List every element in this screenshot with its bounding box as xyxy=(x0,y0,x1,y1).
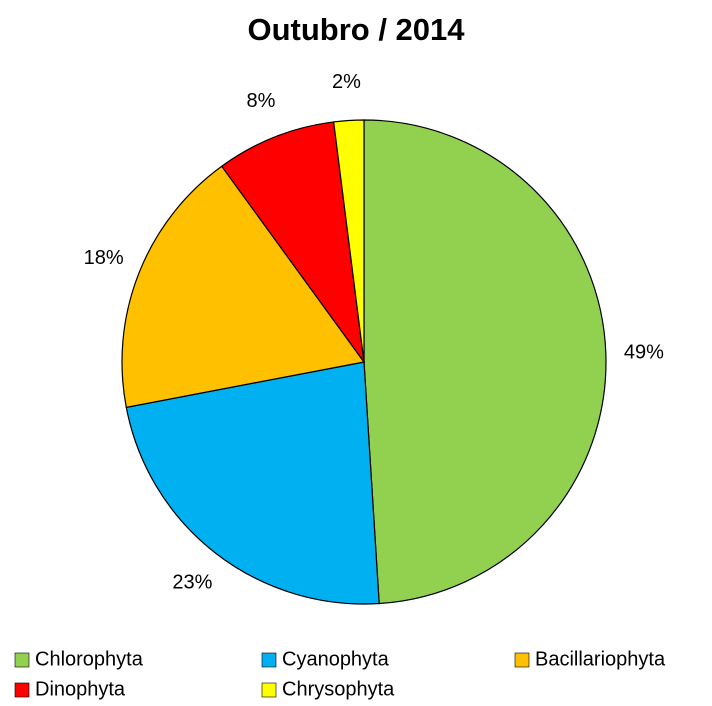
pie-slice xyxy=(363,119,607,605)
legend-swatch xyxy=(261,682,277,698)
legend-swatch xyxy=(514,652,530,668)
legend-label: Chlorophyta xyxy=(35,648,144,670)
legend-label: Cyanophyta xyxy=(282,648,390,670)
pie-slice xyxy=(121,165,366,409)
pie-slice xyxy=(220,121,365,363)
legend-swatch xyxy=(14,682,30,698)
legend-swatch xyxy=(14,652,30,668)
data-label: 49% xyxy=(624,341,664,363)
data-label: 2% xyxy=(332,71,361,93)
legend-label: Dinophyta xyxy=(35,678,126,700)
data-label: 23% xyxy=(172,572,212,594)
legend-label: Chrysophyta xyxy=(282,678,395,700)
legend-label: Bacillariophyta xyxy=(535,648,666,670)
data-label: 18% xyxy=(84,247,124,269)
legend-swatch xyxy=(261,652,277,668)
pie-slice xyxy=(125,361,380,605)
pie-slice xyxy=(332,119,365,363)
chart-title: Outubro / 2014 xyxy=(247,12,465,47)
data-label: 8% xyxy=(246,90,275,112)
